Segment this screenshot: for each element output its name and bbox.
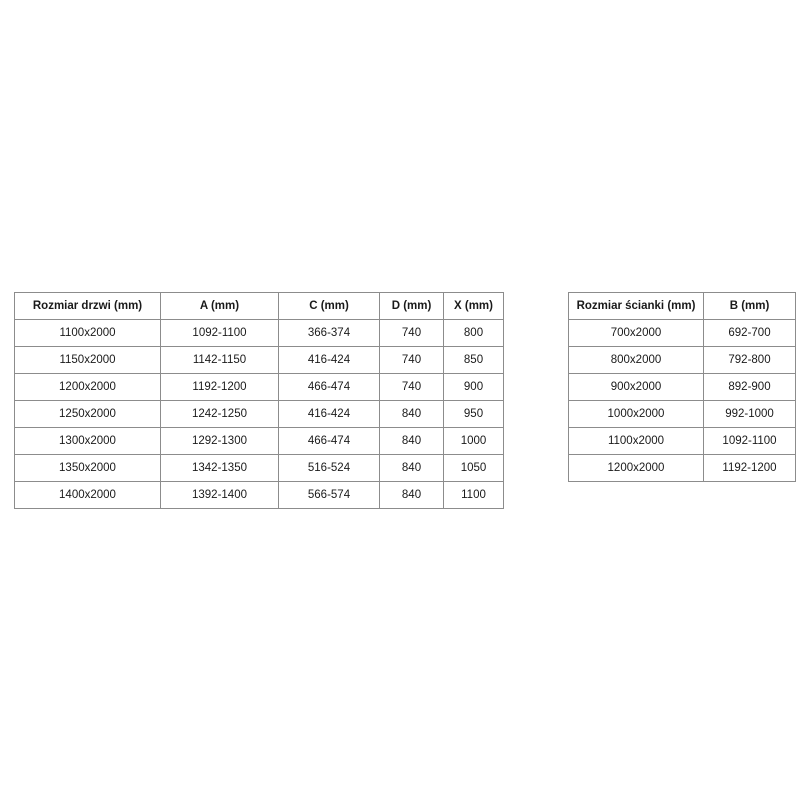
cell-wall-size: 1100x2000 xyxy=(568,427,704,455)
table-row: 1000x2000 992-1000 xyxy=(568,400,796,428)
cell-x: 1100 xyxy=(443,481,504,509)
cell-c: 416-424 xyxy=(278,400,380,428)
cell-b: 1192-1200 xyxy=(703,454,796,482)
cell-x: 1000 xyxy=(443,427,504,455)
cell-b: 992-1000 xyxy=(703,400,796,428)
cell-c: 366-374 xyxy=(278,319,380,347)
cell-d: 740 xyxy=(379,373,444,401)
cell-d: 840 xyxy=(379,427,444,455)
cell-wall-size: 900x2000 xyxy=(568,373,704,401)
cell-d: 840 xyxy=(379,400,444,428)
cell-wall-size: 800x2000 xyxy=(568,346,704,374)
table-row: 1150x2000 1142-1150 416-424 740 850 xyxy=(14,346,504,374)
table-row: 900x2000 892-900 xyxy=(568,373,796,401)
cell-b: 692-700 xyxy=(703,319,796,347)
cell-d: 840 xyxy=(379,481,444,509)
cell-x: 1050 xyxy=(443,454,504,482)
cell-x: 900 xyxy=(443,373,504,401)
cell-wall-size: 700x2000 xyxy=(568,319,704,347)
table-header-row: Rozmiar ścianki (mm) B (mm) xyxy=(568,292,796,320)
table-row: 700x2000 692-700 xyxy=(568,319,796,347)
cell-c: 566-574 xyxy=(278,481,380,509)
cell-d: 840 xyxy=(379,454,444,482)
column-header-door-size: Rozmiar drzwi (mm) xyxy=(14,292,161,320)
cell-x: 850 xyxy=(443,346,504,374)
table-row: 800x2000 792-800 xyxy=(568,346,796,374)
cell-a: 1242-1250 xyxy=(160,400,279,428)
table-row: 1400x2000 1392-1400 566-574 840 1100 xyxy=(14,481,504,509)
column-header-wall-size: Rozmiar ścianki (mm) xyxy=(568,292,704,320)
table-row: 1300x2000 1292-1300 466-474 840 1000 xyxy=(14,427,504,455)
cell-door-size: 1250x2000 xyxy=(14,400,161,428)
table-header-row: Rozmiar drzwi (mm) A (mm) C (mm) D (mm) … xyxy=(14,292,504,320)
cell-c: 416-424 xyxy=(278,346,380,374)
column-header-x: X (mm) xyxy=(443,292,504,320)
cell-c: 466-474 xyxy=(278,427,380,455)
column-header-a: A (mm) xyxy=(160,292,279,320)
cell-c: 466-474 xyxy=(278,373,380,401)
table-row: 1100x2000 1092-1100 366-374 740 800 xyxy=(14,319,504,347)
table-row: 1200x2000 1192-1200 xyxy=(568,454,796,482)
cell-x: 800 xyxy=(443,319,504,347)
cell-b: 792-800 xyxy=(703,346,796,374)
cell-a: 1142-1150 xyxy=(160,346,279,374)
cell-door-size: 1150x2000 xyxy=(14,346,161,374)
cell-a: 1342-1350 xyxy=(160,454,279,482)
table-row: 1200x2000 1192-1200 466-474 740 900 xyxy=(14,373,504,401)
cell-a: 1092-1100 xyxy=(160,319,279,347)
shower-door-dimensions-table: Rozmiar drzwi (mm) A (mm) C (mm) D (mm) … xyxy=(14,292,504,509)
cell-a: 1292-1300 xyxy=(160,427,279,455)
cell-a: 1392-1400 xyxy=(160,481,279,509)
cell-b: 892-900 xyxy=(703,373,796,401)
cell-d: 740 xyxy=(379,319,444,347)
cell-x: 950 xyxy=(443,400,504,428)
column-header-d: D (mm) xyxy=(379,292,444,320)
table-row: 1250x2000 1242-1250 416-424 840 950 xyxy=(14,400,504,428)
cell-wall-size: 1200x2000 xyxy=(568,454,704,482)
cell-door-size: 1400x2000 xyxy=(14,481,161,509)
cell-door-size: 1350x2000 xyxy=(14,454,161,482)
cell-a: 1192-1200 xyxy=(160,373,279,401)
cell-d: 740 xyxy=(379,346,444,374)
column-header-b: B (mm) xyxy=(703,292,796,320)
cell-c: 516-524 xyxy=(278,454,380,482)
column-header-c: C (mm) xyxy=(278,292,380,320)
table-row: 1350x2000 1342-1350 516-524 840 1050 xyxy=(14,454,504,482)
cell-door-size: 1300x2000 xyxy=(14,427,161,455)
cell-door-size: 1100x2000 xyxy=(14,319,161,347)
table-row: 1100x2000 1092-1100 xyxy=(568,427,796,455)
shower-wall-dimensions-table: Rozmiar ścianki (mm) B (mm) 700x2000 692… xyxy=(568,292,796,482)
cell-wall-size: 1000x2000 xyxy=(568,400,704,428)
cell-b: 1092-1100 xyxy=(703,427,796,455)
cell-door-size: 1200x2000 xyxy=(14,373,161,401)
